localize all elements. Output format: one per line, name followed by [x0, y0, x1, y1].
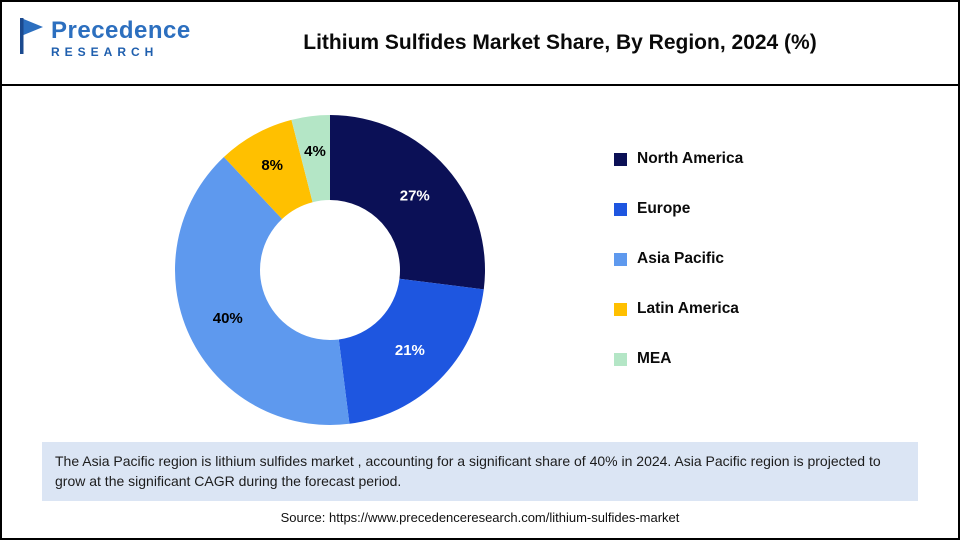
slice-value-label: 21%: [395, 342, 425, 359]
slice-asia-pacific: [174, 157, 350, 425]
note-box: The Asia Pacific region is lithium sulfi…: [42, 442, 918, 501]
legend-swatch: [614, 152, 627, 166]
legend-label: MEA: [637, 350, 672, 367]
slice-value-label: 40%: [213, 310, 243, 327]
slice-value-label: 4%: [304, 143, 326, 160]
donut-chart: 27% 21% 40% 8% 4%: [174, 115, 485, 425]
chart-title: Lithium Sulfides Market Share, By Region…: [303, 31, 817, 54]
legend-item-latin-america: Latin America: [614, 300, 743, 318]
slice-latin-america: [223, 119, 313, 219]
legend-label: North America: [637, 150, 744, 167]
logo-text: Precedence RESEARCH: [51, 18, 191, 59]
legend-label: Latin America: [637, 300, 739, 317]
legend-swatch: [614, 352, 627, 366]
legend-swatch: [614, 252, 627, 266]
header: Precedence RESEARCH Lithium Sulfides Mar…: [2, 2, 958, 86]
slice-europe: [338, 278, 484, 424]
slice-value-label: 27%: [400, 187, 430, 204]
legend: North America Europe Asia Pacific Latin Ame…: [614, 150, 743, 400]
legend-label: Asia Pacific: [637, 250, 725, 267]
legend-item-asia-pacific: Asia Pacific: [614, 250, 743, 268]
source-line: Source: https://www.precedenceresearch.c…: [280, 510, 680, 525]
slice-value-label: 8%: [261, 157, 283, 174]
donut-wrap: 27% 21% 40% 8% 4%: [160, 100, 500, 440]
slice-mea: [291, 115, 330, 203]
logo-subtitle: RESEARCH: [51, 45, 159, 60]
precedence-logo: Precedence RESEARCH: [18, 16, 191, 61]
logo-name: Precedence: [51, 17, 191, 45]
legend-item-north-america: North America: [614, 150, 743, 168]
chart-area: 27% 21% 40% 8% 4% North America Europe Asia Pa…: [2, 86, 958, 538]
legend-swatch: [614, 202, 627, 216]
legend-item-europe: Europe: [614, 200, 743, 218]
legend-item-mea: MEA: [614, 350, 743, 368]
legend-swatch: [614, 302, 627, 316]
slice-north-america: [330, 115, 485, 290]
legend-label: Europe: [637, 200, 691, 217]
precedence-logo-icon: [18, 16, 44, 61]
